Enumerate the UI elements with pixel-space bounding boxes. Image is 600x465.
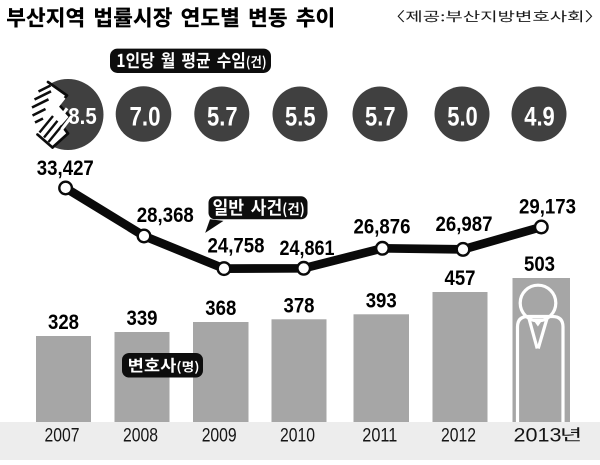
svg-text:4.9: 4.9: [524, 101, 555, 131]
svg-text:5.7: 5.7: [365, 101, 396, 131]
svg-text:26,876: 26,876: [354, 216, 411, 239]
svg-text:2010: 2010: [280, 426, 315, 447]
svg-text:2009: 2009: [202, 426, 237, 447]
svg-text:368: 368: [205, 297, 236, 320]
svg-text:29,173: 29,173: [519, 195, 576, 218]
svg-text:328: 328: [48, 311, 79, 334]
svg-text:2011: 2011: [362, 426, 397, 447]
svg-text:457: 457: [445, 267, 476, 290]
svg-text:2007: 2007: [45, 426, 80, 447]
svg-text:28,368: 28,368: [137, 204, 194, 227]
svg-text:33,427: 33,427: [37, 157, 94, 180]
svg-text:7.0: 7.0: [130, 101, 161, 131]
svg-text:2008: 2008: [123, 426, 158, 447]
svg-text:5.7: 5.7: [207, 101, 238, 131]
svg-text:24,861: 24,861: [280, 237, 335, 260]
svg-text:2013: 2013: [514, 426, 562, 447]
svg-text:24,758: 24,758: [208, 234, 265, 257]
svg-text:378: 378: [284, 294, 315, 317]
svg-text:2012: 2012: [441, 426, 476, 447]
svg-text:339: 339: [127, 307, 158, 330]
svg-text:503: 503: [524, 253, 555, 276]
svg-text:393: 393: [366, 289, 397, 312]
svg-text:8.5: 8.5: [68, 103, 96, 129]
svg-text:5.5: 5.5: [285, 101, 316, 131]
svg-text:5.0: 5.0: [447, 101, 478, 131]
svg-text:26,987: 26,987: [436, 213, 493, 236]
